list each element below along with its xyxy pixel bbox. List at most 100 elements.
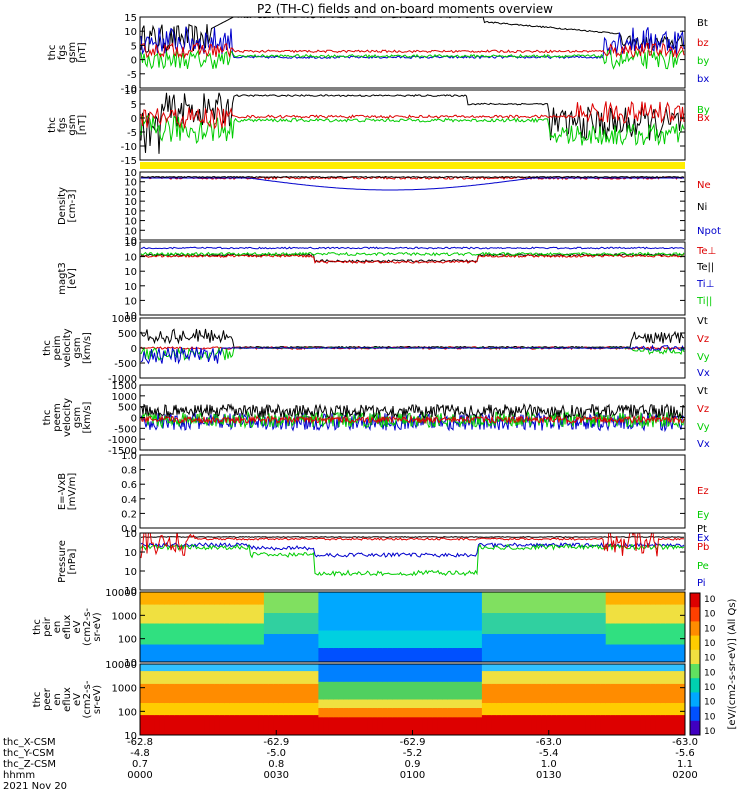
panel-data-peir: [140, 592, 685, 662]
y-tick-label: 10: [124, 253, 137, 264]
spectrogram-cell: [358, 717, 364, 735]
y-axis-label: velocity: [62, 398, 73, 437]
spectrogram-cell: [293, 715, 300, 735]
spectrogram-cell: [536, 715, 542, 735]
spectrogram-cell: [561, 613, 567, 635]
y-tick-label: 0.4: [121, 495, 137, 506]
spectrogram-cell: [159, 683, 166, 704]
spectrogram-cell: [501, 683, 508, 704]
spectrogram-cell: [159, 604, 166, 624]
spectrogram-cell: [680, 664, 685, 672]
colorbar-tick-label: 10: [704, 624, 716, 634]
spectrogram-cell: [412, 664, 419, 683]
spectrogram-cell: [189, 644, 196, 662]
spectrogram-cell: [278, 671, 285, 685]
legend-bx: bx: [697, 74, 709, 85]
spectrogram-cell: [531, 634, 537, 662]
spectrogram-cell: [224, 715, 230, 735]
spectrogram-cell: [432, 592, 438, 631]
spectrogram-cell: [551, 664, 557, 672]
spectrogram-cell: [283, 613, 290, 635]
spectrogram-cell: [224, 664, 230, 672]
spectrogram-cell: [650, 671, 656, 685]
spectrogram-cell: [234, 644, 240, 662]
spectrogram-cell: [640, 604, 646, 624]
spectrogram-cell: [600, 715, 607, 735]
spectrogram-cell: [318, 664, 324, 683]
spectrogram-cell: [625, 592, 632, 606]
spectrogram-cell: [229, 703, 235, 716]
spectrogram-cell: [476, 664, 483, 683]
spectrogram-cell: [258, 664, 265, 672]
spectrogram-cell: [382, 664, 389, 683]
spectrogram-cell: [585, 715, 592, 735]
spectrogram-cell: [298, 703, 305, 716]
spectrogram-cell: [610, 703, 617, 716]
spectrogram-cell: [229, 683, 235, 704]
x-tick-label: 0200: [672, 770, 697, 781]
spectrogram-cell: [447, 664, 453, 683]
series-by: [140, 48, 685, 70]
spectrogram-cell: [149, 703, 156, 716]
spectrogram-cell: [655, 604, 661, 624]
spectrogram-cell: [328, 708, 334, 718]
spectrogram-cell: [660, 703, 666, 716]
spectrogram-cell: [511, 664, 518, 672]
spectrogram-cell: [169, 703, 176, 716]
spectrogram-cell: [204, 664, 210, 672]
spectrogram-cell: [353, 699, 359, 709]
spectrogram-cell: [496, 683, 503, 704]
spectrogram-cell: [298, 634, 305, 662]
spectrogram-cell: [189, 623, 196, 645]
spectrogram-cell: [521, 715, 528, 735]
spectrogram-cell: [486, 592, 493, 614]
y-tick-label: -10: [121, 84, 137, 95]
spectrogram-cell: [610, 683, 617, 704]
spectrogram-cell: [437, 699, 443, 709]
spectrogram-cell: [313, 613, 319, 635]
spectrogram-cell: [417, 699, 424, 709]
spectrogram-cell: [675, 703, 681, 716]
spectrogram-cell: [566, 671, 572, 685]
spectrogram-cell: [660, 623, 666, 645]
spectrogram-cell: [630, 664, 637, 672]
legend-Ni: Ni: [697, 202, 707, 213]
spectrogram-cell: [199, 644, 206, 662]
spectrogram-cell: [387, 664, 394, 683]
spectrogram-cell: [268, 613, 275, 635]
spectrogram-cell: [447, 630, 453, 649]
spectrogram-cell: [655, 703, 661, 716]
spectrogram-cell: [650, 715, 656, 735]
y-axis-label: E=-VxB: [57, 473, 68, 510]
spectrogram-cell: [556, 592, 562, 614]
spectrogram-cell: [194, 623, 201, 645]
legend-Ti⊥: Ti⊥: [696, 279, 714, 290]
spectrogram-cell: [615, 703, 622, 716]
spectrogram-cell: [660, 644, 666, 662]
spectrogram-cell: [605, 604, 612, 624]
spectrogram-cell: [442, 708, 448, 718]
spectrogram-cell: [258, 623, 265, 645]
panel-data-peim: [140, 328, 685, 365]
spectrogram-cell: [397, 630, 404, 649]
spectrogram-cell: [348, 592, 354, 631]
spectrogram-cell: [254, 644, 260, 662]
legend-Ex: Ex: [697, 533, 709, 544]
spectrogram-cell: [204, 683, 210, 704]
spectrogram-cell: [348, 664, 354, 683]
spectrogram-cell: [392, 664, 399, 683]
spectrogram-cell: [526, 634, 533, 662]
x-tick-label: 1.0: [541, 759, 557, 770]
spectrogram-cell: [670, 703, 676, 716]
spectrogram-cell: [516, 592, 523, 614]
spectrogram-cell: [442, 592, 448, 631]
spectrogram-cell: [432, 664, 438, 683]
spectrogram-cell: [630, 604, 637, 624]
spectrogram-cell: [600, 703, 607, 716]
spectrogram-cell: [670, 715, 676, 735]
spectrogram-cell: [581, 634, 587, 662]
y-axis-label: en: [52, 693, 63, 706]
spectrogram-cell: [437, 664, 443, 683]
